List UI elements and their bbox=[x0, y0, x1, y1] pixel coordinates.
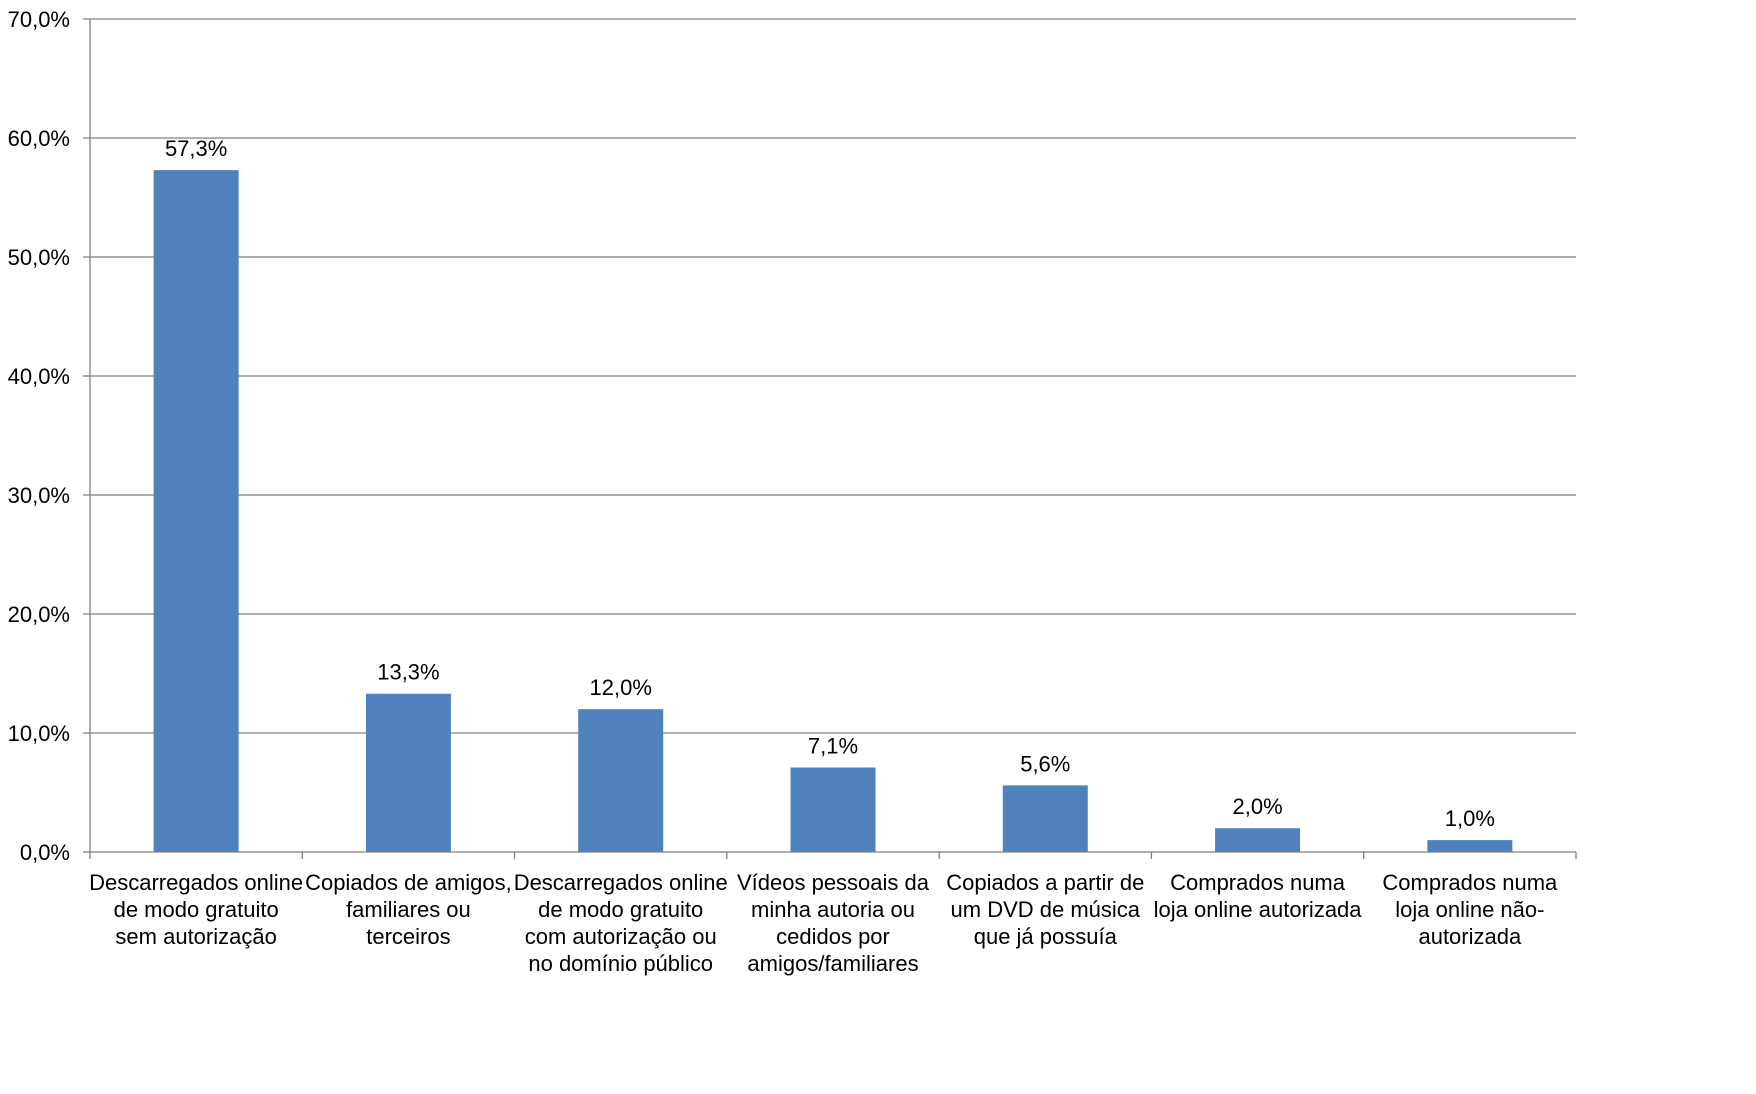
category-label: Comprados numa bbox=[1170, 870, 1346, 895]
y-tick-label: 10,0% bbox=[8, 721, 70, 746]
bar bbox=[790, 767, 876, 852]
category-label: Vídeos pessoais da bbox=[737, 870, 930, 895]
bar bbox=[578, 709, 664, 852]
category-label: de modo gratuito bbox=[114, 897, 279, 922]
y-tick-label: 60,0% bbox=[8, 126, 70, 151]
category-label: autorizada bbox=[1418, 924, 1522, 949]
category-label: Descarregados online bbox=[89, 870, 303, 895]
data-label: 7,1% bbox=[808, 734, 858, 759]
category-label: Copiados a partir de bbox=[946, 870, 1144, 895]
category-label: Comprados numa bbox=[1382, 870, 1558, 895]
category-label: de modo gratuito bbox=[538, 897, 703, 922]
bar bbox=[153, 170, 239, 852]
y-tick-labels: 0,0% 10,0% 20,0% 30,0% 40,0% 50,0% 60,0% 70,0% bbox=[8, 7, 70, 865]
category-label: que já possuía bbox=[974, 924, 1118, 949]
category-label: um DVD de música bbox=[951, 897, 1141, 922]
category-label: amigos/familiares bbox=[747, 951, 918, 976]
category-label: com autorização ou bbox=[525, 924, 717, 949]
data-label: 2,0% bbox=[1232, 794, 1282, 819]
bar bbox=[365, 693, 451, 852]
category-label: cedidos por bbox=[776, 924, 890, 949]
data-label: 5,6% bbox=[1020, 751, 1070, 776]
category-label: loja online autorizada bbox=[1154, 897, 1363, 922]
bar bbox=[1002, 785, 1088, 852]
axes bbox=[83, 18, 1577, 859]
data-label: 13,3% bbox=[377, 660, 439, 685]
y-tick-label: 30,0% bbox=[8, 483, 70, 508]
y-tick-label: 50,0% bbox=[8, 245, 70, 270]
category-label: sem autorização bbox=[115, 924, 276, 949]
data-label: 1,0% bbox=[1445, 806, 1495, 831]
y-tick-label: 0,0% bbox=[20, 840, 70, 865]
y-tick-label: 40,0% bbox=[8, 364, 70, 389]
bar bbox=[1427, 840, 1513, 852]
category-label: Descarregados online bbox=[514, 870, 728, 895]
y-tick-label: 20,0% bbox=[8, 602, 70, 627]
data-label: 57,3% bbox=[165, 136, 227, 161]
gridlines bbox=[90, 18, 1576, 734]
category-label: terceiros bbox=[366, 924, 450, 949]
category-label: loja online não- bbox=[1395, 897, 1544, 922]
bar bbox=[1215, 828, 1301, 852]
data-label: 12,0% bbox=[590, 675, 652, 700]
y-tick-label: 70,0% bbox=[8, 7, 70, 32]
data-labels: 57,3% 13,3% 12,0% 7,1% 5,6% 2,0% 1,0% bbox=[165, 136, 1495, 831]
category-label: Copiados de amigos, bbox=[305, 870, 512, 895]
category-label: minha autoria ou bbox=[751, 897, 915, 922]
category-label: familiares ou bbox=[346, 897, 471, 922]
category-label: no domínio público bbox=[528, 951, 713, 976]
bars bbox=[153, 170, 1513, 852]
